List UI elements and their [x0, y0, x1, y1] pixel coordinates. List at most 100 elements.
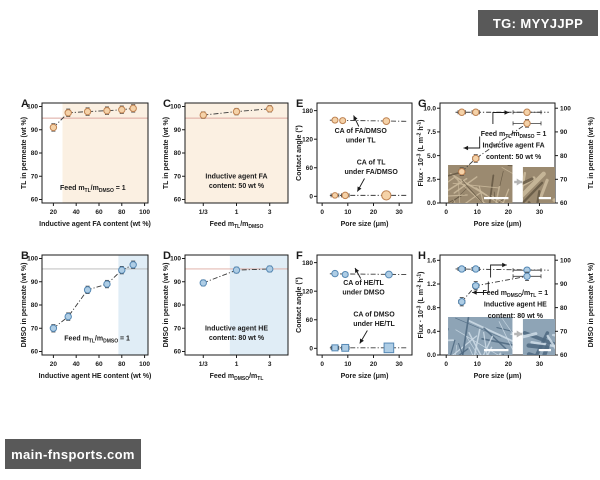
panel-h-flux-dmso-vs-pore-size: 0 10 20 30 0.0 0.4 0.8 1.2 1.6 60 70 80 90 100 Feed mD… — [415, 242, 600, 384]
panel-b-dmso-vs-he-content: 20 40 60 80 100 60 70 80 90 100 Feed mTL/mDMSO = 1… — [18, 242, 163, 384]
svg-text:under FA/DMSO: under FA/DMSO — [345, 169, 399, 176]
svg-text:H: H — [418, 250, 426, 262]
svg-text:180: 180 — [302, 260, 313, 267]
svg-text:100: 100 — [139, 209, 150, 216]
svg-text:CA of FA/DMSO: CA of FA/DMSO — [335, 128, 388, 135]
svg-text:Contact angle (°): Contact angle (°) — [295, 277, 303, 333]
svg-text:Inductive agent FA: Inductive agent FA — [482, 143, 544, 150]
svg-text:Feed mTL/mDMSO: Feed mTL/mDMSO — [210, 221, 264, 230]
svg-text:100: 100 — [170, 256, 181, 263]
panel-c-tl-vs-feed-ratio: 1/3 1 3 60 70 80 90 100 Inductive agent FA conten… — [160, 90, 300, 232]
svg-text:0: 0 — [309, 346, 313, 353]
svg-text:80: 80 — [560, 305, 568, 312]
svg-text:0: 0 — [320, 209, 324, 216]
svg-text:D: D — [163, 250, 171, 262]
svg-text:DMSO in permeate (wt %): DMSO in permeate (wt %) — [21, 263, 28, 348]
svg-text:70: 70 — [174, 325, 182, 332]
svg-text:0.0: 0.0 — [427, 200, 436, 207]
svg-text:10: 10 — [344, 361, 352, 368]
svg-text:20: 20 — [505, 209, 513, 216]
svg-text:under TL: under TL — [346, 138, 377, 145]
svg-text:80: 80 — [118, 361, 126, 368]
svg-text:0: 0 — [320, 361, 324, 368]
svg-text:TL in permeate (wt %): TL in permeate (wt %) — [21, 117, 28, 189]
svg-text:1.6: 1.6 — [427, 258, 436, 265]
svg-text:TL in permeate (wt %): TL in permeate (wt %) — [588, 117, 595, 189]
telegram-badge-text: TG: MYYJJPP — [492, 15, 584, 31]
svg-text:10: 10 — [474, 361, 482, 368]
svg-text:content: 50 wt %: content: 50 wt % — [209, 183, 265, 190]
svg-text:content: 80 wt %: content: 80 wt % — [488, 313, 544, 320]
svg-text:Feed mTL/mDMSO = 1: Feed mTL/mDMSO = 1 — [60, 185, 126, 194]
svg-text:100: 100 — [27, 256, 38, 263]
telegram-badge: TG: MYYJJPP — [478, 10, 598, 36]
svg-text:Feed mDMSO/mTL: Feed mDMSO/mTL — [210, 373, 264, 382]
svg-text:Pore size (μm): Pore size (μm) — [341, 221, 389, 228]
svg-text:Inductive agent HE: Inductive agent HE — [484, 302, 547, 309]
svg-text:Flux · 10-3 (L m-2 h-1): Flux · 10-3 (L m-2 h-1) — [416, 120, 425, 187]
svg-text:1/3: 1/3 — [199, 209, 208, 216]
svg-text:70: 70 — [560, 177, 568, 184]
svg-text:10.0: 10.0 — [423, 105, 436, 112]
svg-text:40: 40 — [73, 209, 81, 216]
svg-text:100: 100 — [27, 104, 38, 111]
svg-text:1/3: 1/3 — [199, 361, 208, 368]
svg-text:content: 80 wt %: content: 80 wt % — [209, 335, 265, 342]
svg-text:30: 30 — [536, 361, 544, 368]
svg-text:0.8: 0.8 — [427, 305, 436, 312]
svg-text:DMSO in permeate (wt %): DMSO in permeate (wt %) — [588, 263, 595, 348]
svg-text:C: C — [163, 98, 171, 110]
svg-text:120: 120 — [302, 288, 313, 295]
svg-text:F: F — [296, 250, 303, 262]
svg-text:60: 60 — [174, 349, 182, 356]
svg-text:7.5: 7.5 — [427, 129, 436, 136]
svg-text:CA of DMSO: CA of DMSO — [353, 312, 395, 319]
svg-text:Feed mTL/mDMSO = 1: Feed mTL/mDMSO = 1 — [64, 336, 130, 345]
svg-text:40: 40 — [73, 361, 81, 368]
svg-text:120: 120 — [302, 136, 313, 143]
svg-text:90: 90 — [560, 281, 568, 288]
svg-text:1: 1 — [235, 209, 239, 216]
svg-text:3: 3 — [268, 209, 272, 216]
svg-text:80: 80 — [560, 153, 568, 160]
panel-a-tl-vs-fa-content: 20 40 60 80 100 60 70 80 90 100 Feed mTL/mDMSO = 1… — [18, 90, 163, 232]
svg-text:80: 80 — [118, 209, 126, 216]
svg-text:0: 0 — [444, 209, 448, 216]
svg-text:0.0: 0.0 — [427, 352, 436, 359]
panel-g-flux-tl-vs-pore-size: 0 10 20 30 0.0 2.5 5.0 7.5 10.0 60 70 80 90 100 Feed m… — [415, 90, 600, 232]
svg-text:5.0: 5.0 — [427, 153, 436, 160]
svg-text:90: 90 — [174, 279, 182, 286]
svg-text:60: 60 — [31, 197, 39, 204]
svg-text:20: 20 — [50, 209, 58, 216]
svg-text:B: B — [21, 250, 29, 262]
svg-text:1.2: 1.2 — [427, 281, 436, 288]
svg-text:10: 10 — [344, 209, 352, 216]
svg-text:20: 20 — [370, 209, 378, 216]
svg-text:90: 90 — [174, 127, 182, 134]
svg-text:60: 60 — [31, 349, 39, 356]
svg-text:E: E — [296, 98, 303, 110]
svg-text:70: 70 — [560, 329, 568, 336]
panel-f-contact-angle-he: 0 10 20 30 0 60 120 180 CA of HE/TL under DMSO CA … — [293, 242, 418, 384]
svg-text:100: 100 — [170, 104, 181, 111]
svg-text:60: 60 — [560, 200, 568, 207]
site-watermark-text: main-fnsports.com — [11, 446, 135, 462]
svg-text:180: 180 — [302, 108, 313, 115]
svg-text:CA of TL: CA of TL — [357, 160, 387, 167]
svg-text:80: 80 — [31, 150, 39, 157]
svg-text:70: 70 — [174, 173, 182, 180]
svg-text:10: 10 — [474, 209, 482, 216]
svg-text:under HE/TL: under HE/TL — [353, 321, 395, 328]
svg-text:100: 100 — [139, 361, 150, 368]
svg-text:20: 20 — [505, 361, 513, 368]
svg-text:90: 90 — [31, 279, 39, 286]
svg-text:under DMSO: under DMSO — [342, 290, 385, 297]
svg-text:2.5: 2.5 — [427, 177, 436, 184]
svg-text:60: 60 — [560, 352, 568, 359]
svg-text:3: 3 — [268, 361, 272, 368]
svg-text:Feed mDMSO/mTL = 1: Feed mDMSO/mTL = 1 — [482, 290, 548, 299]
svg-text:30: 30 — [536, 209, 544, 216]
svg-text:Inductive agent FA: Inductive agent FA — [205, 174, 267, 181]
svg-text:90: 90 — [560, 129, 568, 136]
panel-e-contact-angle-fa: 0 10 20 30 0 60 120 180 CA of FA/DMSO under TL CA … — [293, 90, 418, 232]
